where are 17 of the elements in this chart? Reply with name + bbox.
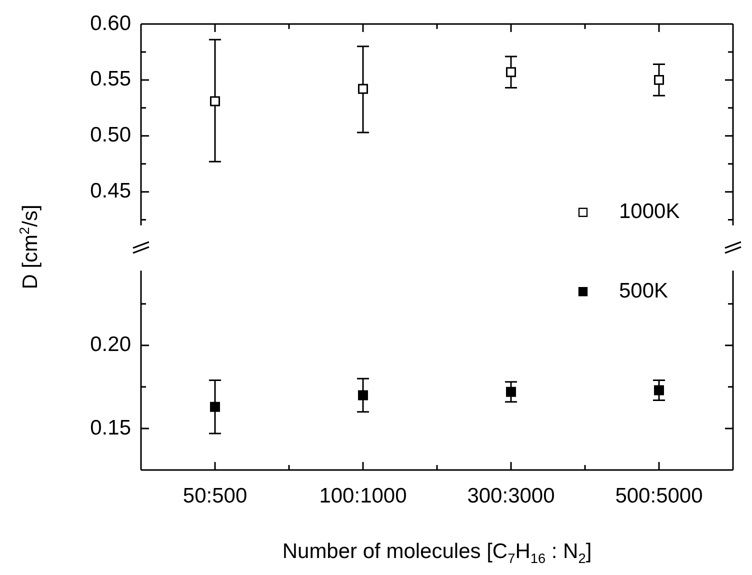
x-tick-label: 100:1000 bbox=[319, 484, 407, 508]
y-tick-label: 0.55 bbox=[90, 68, 131, 91]
x-axis-title: Number of molecules [C$_{7}$H$_{16}$ : N$_{2}$] bbox=[282, 540, 592, 566]
legend-label: 1000K bbox=[619, 200, 680, 224]
legend-label: 500K bbox=[619, 279, 668, 302]
point bbox=[654, 74, 664, 85]
y-tick-label: 0.60 bbox=[90, 12, 131, 35]
point bbox=[506, 67, 516, 78]
y-tick-label: 0.50 bbox=[90, 124, 131, 147]
point bbox=[358, 84, 368, 94]
x-tick-label: 300:3000 bbox=[467, 484, 555, 508]
y-tick-label: 0.20 bbox=[90, 333, 131, 356]
x-tick-label: 50:500 bbox=[182, 484, 248, 508]
x-tick-label: 500:5000 bbox=[615, 484, 703, 508]
y-tick-label: 0.45 bbox=[90, 180, 131, 203]
point bbox=[210, 96, 220, 106]
y-tick-label: 0.15 bbox=[90, 416, 131, 440]
